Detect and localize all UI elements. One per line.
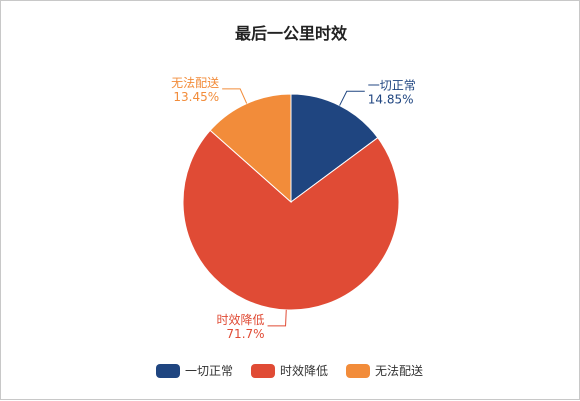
slice-label-3: 无法配送	[171, 75, 219, 90]
leader-line-2	[267, 309, 287, 327]
legend: 一切正常 时效降低 无法配送	[156, 363, 423, 378]
legend-swatch-2[interactable]	[251, 364, 275, 378]
leader-line-3	[222, 88, 248, 104]
slice-value-1: 14.85%	[368, 92, 414, 106]
legend-label-2[interactable]: 时效降低	[280, 363, 328, 378]
slice-label-1: 一切正常	[368, 78, 416, 92]
pie-slice-1[interactable]	[290, 93, 379, 203]
legend-swatch-3[interactable]	[346, 364, 370, 378]
legend-label-3[interactable]: 无法配送	[375, 363, 423, 378]
slice-value-2: 71.7%	[226, 327, 264, 341]
slice-value-3: 13.45%	[173, 90, 219, 104]
pie-slice-2[interactable]	[182, 129, 400, 311]
legend-swatch-1[interactable]	[156, 364, 180, 378]
pie-slices	[182, 93, 400, 311]
pie-slice-3[interactable]	[209, 93, 292, 204]
legend-label-1[interactable]: 一切正常	[185, 364, 233, 378]
leader-line-1	[339, 90, 365, 106]
chart-title: 最后一公里时效	[235, 24, 347, 43]
slice-label-2: 时效降低	[217, 312, 265, 327]
